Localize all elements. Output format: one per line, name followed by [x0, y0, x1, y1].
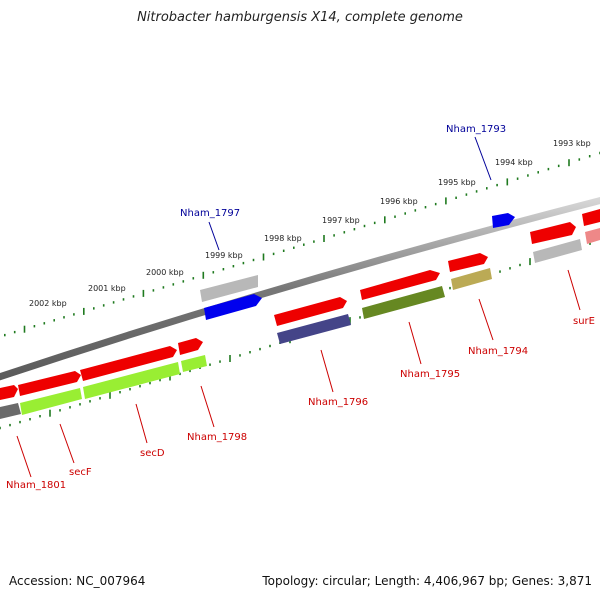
gene-secd-upper[interactable] [80, 346, 177, 381]
gene-sure-gray[interactable] [533, 239, 582, 263]
inner-genes [0, 228, 600, 419]
gene-right-edge-red[interactable] [582, 209, 600, 226]
gene-secf-lime[interactable] [20, 388, 82, 415]
label-nham-1793[interactable]: Nham_1793 [446, 124, 506, 135]
scale-labels: 1993 kbp 1994 kbp 1995 kbp 1996 kbp 1997… [29, 139, 591, 308]
gene-secf-upper[interactable] [18, 371, 81, 396]
label-secf[interactable]: secF [69, 467, 92, 478]
gene-nham-1798-upper[interactable] [178, 338, 203, 355]
gene-nham-1794-upper[interactable] [448, 253, 488, 272]
scale-label-1997: 1997 kbp [322, 216, 360, 225]
gene-secd-lime[interactable] [83, 362, 180, 399]
gene-nham-1798-lime[interactable] [181, 355, 207, 372]
gene-nham-1801-dark[interactable] [0, 403, 21, 419]
gene-labels: Nham_1793 Nham_1797 surE Nham_1794 Nham_… [6, 124, 595, 491]
callout-lines [16, 136, 581, 478]
gene-nham-1794-khaki[interactable] [451, 268, 492, 290]
label-nham-1794[interactable]: Nham_1794 [468, 346, 528, 357]
gene-nham-1795-olive[interactable] [362, 286, 445, 319]
gene-nham-1796-navy[interactable] [277, 314, 351, 344]
genome-summary-text: Topology: circular; Length: 4,406,967 bp… [262, 574, 592, 588]
label-nham-1796[interactable]: Nham_1796 [308, 397, 368, 408]
label-nham-1795[interactable]: Nham_1795 [400, 369, 460, 380]
label-secd[interactable]: secD [140, 448, 165, 459]
scale-label-1994: 1994 kbp [495, 158, 533, 167]
scale-label-2001: 2001 kbp [88, 284, 126, 293]
gene-nham-1797-gray[interactable] [200, 275, 258, 302]
forward-genes [0, 209, 600, 400]
scale-label-1996: 1996 kbp [380, 197, 418, 206]
genome-backbone [0, 196, 600, 381]
scale-label-1999: 1999 kbp [205, 251, 243, 260]
label-nham-1797[interactable]: Nham_1797 [180, 208, 240, 219]
scale-label-1995: 1995 kbp [438, 178, 476, 187]
scale-label-2002: 2002 kbp [29, 299, 67, 308]
scale-label-2000: 2000 kbp [146, 268, 184, 277]
label-nham-1801[interactable]: Nham_1801 [6, 480, 66, 491]
scale-label-1998: 1998 kbp [264, 234, 302, 243]
gene-nham-1797-blue[interactable] [204, 294, 262, 320]
scale-label-1993: 1993 kbp [553, 139, 591, 148]
gene-right-pink[interactable] [585, 228, 600, 244]
accession-text: Accession: NC_007964 [9, 574, 146, 588]
map-title: Nitrobacter hamburgensis X14, complete g… [137, 10, 463, 25]
label-nham-1798[interactable]: Nham_1798 [187, 432, 247, 443]
gene-nham-1801-upper[interactable] [0, 385, 18, 400]
gene-nham-1793[interactable] [492, 213, 515, 228]
gene-nham-1796-upper[interactable] [274, 297, 347, 326]
label-sure[interactable]: surE [573, 316, 595, 327]
gene-nham-1795-upper[interactable] [360, 270, 440, 300]
outer-scale-ticks [4, 151, 600, 337]
gene-sure-upper[interactable] [530, 222, 576, 244]
